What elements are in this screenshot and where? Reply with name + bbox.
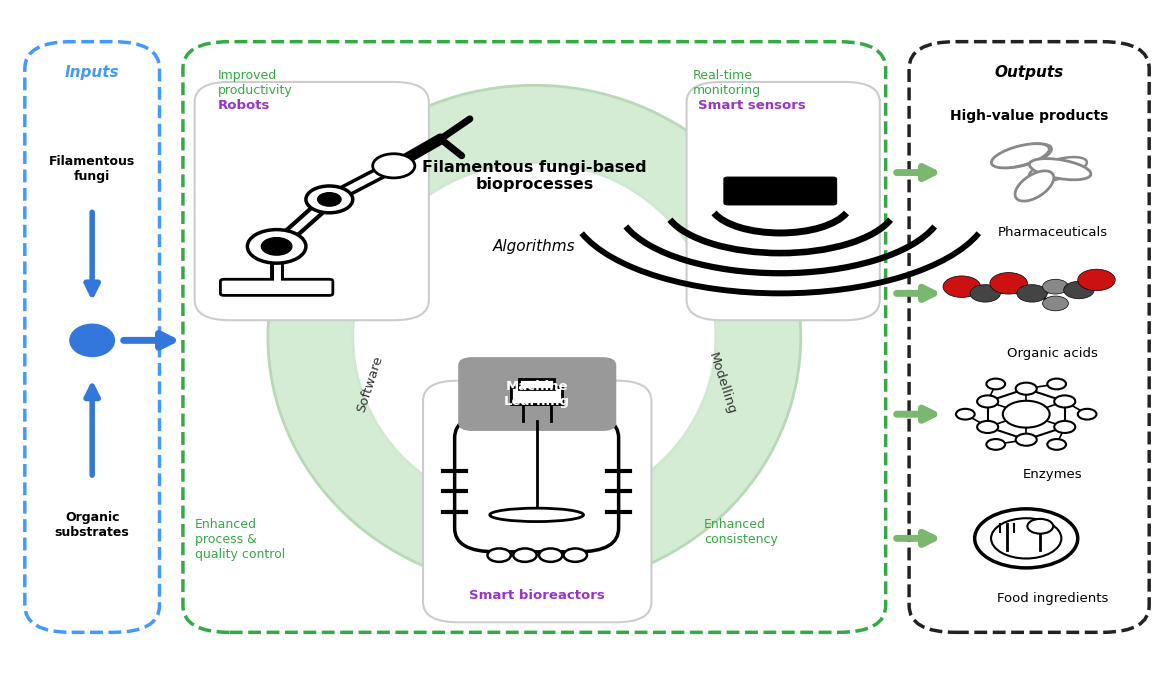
Text: Software: Software [355, 354, 385, 414]
FancyBboxPatch shape [195, 82, 429, 320]
Circle shape [970, 284, 1000, 302]
Circle shape [1054, 421, 1075, 433]
Text: Enhanced
consistency: Enhanced consistency [704, 518, 778, 546]
FancyBboxPatch shape [458, 357, 616, 431]
Text: Organic acids: Organic acids [1007, 347, 1098, 361]
FancyBboxPatch shape [25, 42, 160, 632]
Circle shape [986, 439, 1005, 450]
Text: Robots: Robots [218, 98, 270, 112]
FancyBboxPatch shape [454, 415, 619, 552]
Circle shape [306, 186, 352, 213]
Circle shape [1047, 439, 1066, 450]
FancyBboxPatch shape [221, 279, 333, 295]
Ellipse shape [991, 144, 1050, 168]
Circle shape [1016, 383, 1037, 395]
Text: Smart sensors: Smart sensors [699, 98, 807, 112]
Text: Smart bioreactors: Smart bioreactors [470, 589, 605, 602]
Circle shape [974, 509, 1078, 568]
Circle shape [986, 379, 1005, 390]
Text: Filamentous fungi-based
bioprocesses: Filamentous fungi-based bioprocesses [421, 160, 647, 192]
FancyBboxPatch shape [724, 177, 836, 205]
Circle shape [1064, 281, 1094, 299]
Ellipse shape [993, 144, 1052, 168]
Circle shape [318, 193, 340, 206]
Circle shape [991, 518, 1061, 559]
Text: Real-time
monitoring: Real-time monitoring [693, 69, 761, 96]
Circle shape [1078, 409, 1097, 419]
Circle shape [1047, 379, 1066, 390]
Circle shape [1027, 519, 1053, 534]
Text: Filamentous
fungi: Filamentous fungi [49, 155, 135, 183]
Circle shape [977, 421, 998, 433]
Circle shape [372, 154, 414, 178]
Text: Machine
Learning: Machine Learning [504, 380, 571, 408]
FancyBboxPatch shape [183, 42, 885, 632]
Text: Improved
productivity: Improved productivity [218, 69, 292, 96]
Text: Food ingredients: Food ingredients [997, 592, 1108, 605]
Ellipse shape [352, 162, 716, 512]
Ellipse shape [1030, 158, 1091, 180]
Text: Outputs: Outputs [994, 65, 1064, 80]
Circle shape [1016, 433, 1037, 446]
FancyBboxPatch shape [909, 42, 1149, 632]
FancyBboxPatch shape [687, 82, 879, 320]
Circle shape [990, 272, 1027, 294]
Circle shape [1003, 401, 1050, 427]
Text: High-value products: High-value products [950, 109, 1108, 123]
Ellipse shape [1028, 157, 1087, 181]
Circle shape [248, 230, 306, 263]
Circle shape [1043, 279, 1068, 294]
Circle shape [1017, 284, 1047, 302]
Ellipse shape [490, 508, 583, 522]
Circle shape [1054, 396, 1075, 408]
Circle shape [487, 549, 511, 562]
Text: Pharmaceuticals: Pharmaceuticals [998, 226, 1107, 239]
Ellipse shape [1016, 171, 1054, 201]
FancyBboxPatch shape [423, 381, 652, 622]
Text: Enzymes: Enzymes [1023, 468, 1082, 481]
Text: Algorithms: Algorithms [493, 239, 575, 254]
Circle shape [564, 549, 587, 562]
Bar [511, 388, 562, 404]
Circle shape [513, 549, 537, 562]
Text: Enhanced
process &
quality control: Enhanced process & quality control [195, 518, 285, 561]
Text: Inputs: Inputs [65, 65, 120, 80]
Bar [519, 379, 554, 389]
Circle shape [956, 409, 974, 419]
Text: Organic
substrates: Organic substrates [55, 511, 129, 539]
Ellipse shape [70, 324, 114, 357]
Circle shape [1078, 269, 1115, 290]
Circle shape [977, 396, 998, 408]
Ellipse shape [268, 86, 801, 588]
Circle shape [539, 549, 562, 562]
Text: Modelling: Modelling [706, 351, 737, 417]
Circle shape [943, 276, 980, 297]
Circle shape [1043, 296, 1068, 311]
Circle shape [262, 238, 292, 255]
